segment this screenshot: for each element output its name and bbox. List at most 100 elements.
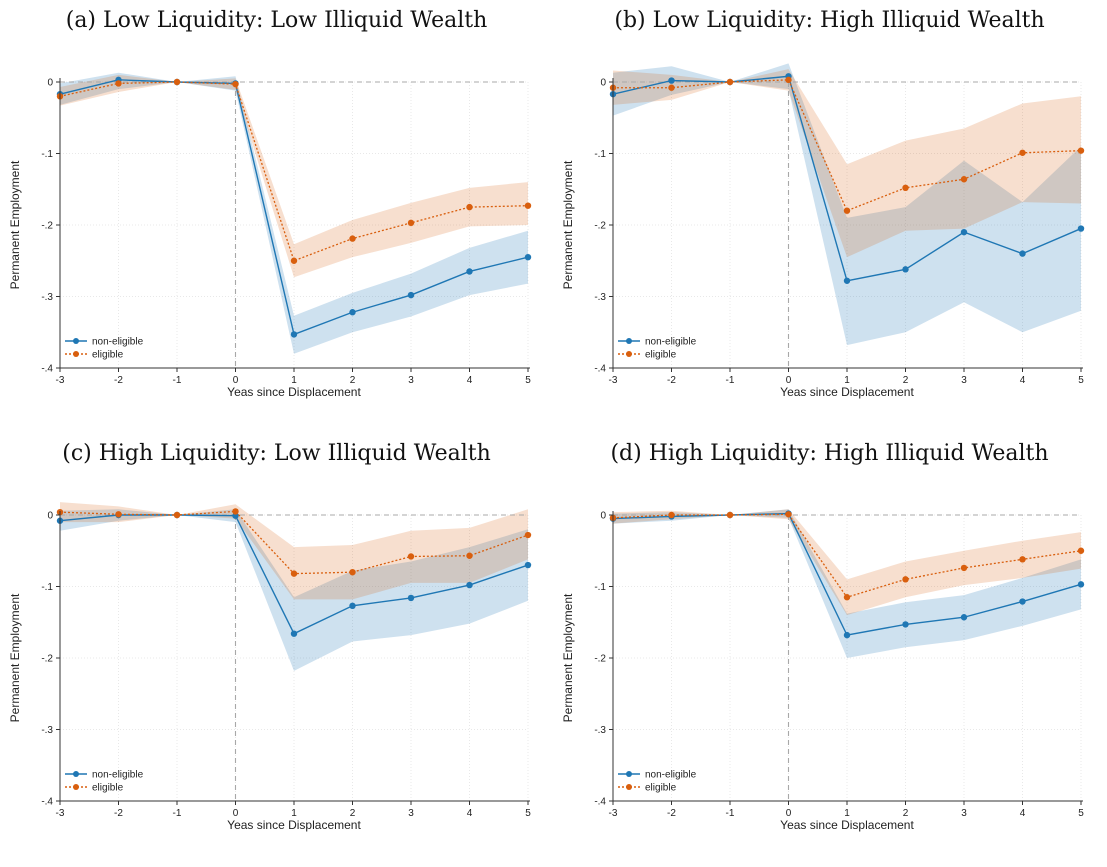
legend-marker: [626, 351, 632, 357]
x-tick-label: 0: [233, 375, 239, 386]
data-point: [668, 511, 675, 519]
data-point: [1077, 225, 1085, 232]
x-tick-label: 5: [1078, 375, 1084, 386]
x-tick-label: 3: [408, 375, 414, 386]
x-tick-label: 5: [525, 375, 531, 386]
x-axis-label: Yeas since Displacement: [227, 818, 361, 832]
x-tick-label: -2: [667, 375, 676, 386]
confidence-band: [60, 502, 528, 600]
legend-label: non-eligible: [92, 770, 144, 781]
y-tick-label: -.3: [594, 725, 606, 736]
data-point: [173, 78, 181, 86]
chart-title: (c) High Liquidity: Low Illiquid Wealth: [62, 441, 491, 466]
data-point: [290, 630, 298, 637]
panel-b: (b) Low Liquidity: High Illiquid Wealth …: [553, 0, 1106, 433]
data-point: [1019, 250, 1026, 257]
data-point: [843, 594, 851, 601]
x-tick-label: -3: [56, 375, 65, 386]
confidence-band: [613, 63, 1081, 346]
panel-d: (d) High Liquidity: High Illiquid Wealth…: [553, 433, 1106, 866]
legend-marker: [626, 771, 632, 777]
x-axis-label: Yeas since Displacement: [780, 385, 914, 399]
x-tick-label: 1: [844, 375, 850, 386]
data-point: [726, 511, 734, 519]
legend-marker: [626, 784, 632, 790]
chart-title: (b) Low Liquidity: High Illiquid Wealth: [614, 8, 1045, 33]
chart-svg: -3 -2 -1 0 1 2 3 4 5 0 -.1 -.2 -.3 -.4 Yeas since Disp…: [561, 63, 1085, 399]
confidence-band: [60, 74, 528, 278]
x-tick-label: -3: [609, 375, 618, 386]
data-point: [466, 203, 473, 211]
y-axis-label: Permanent Employment: [8, 160, 22, 289]
data-point: [1019, 598, 1026, 605]
data-point: [290, 570, 298, 577]
y-tick-label: -.1: [594, 582, 606, 593]
legend-label: non-eligible: [92, 337, 144, 348]
y-tick-label: -.2: [594, 221, 606, 232]
data-point: [349, 602, 356, 610]
x-tick-label: 0: [786, 808, 792, 819]
x-tick-label: 1: [844, 808, 850, 819]
data-point: [1077, 547, 1085, 554]
data-point: [960, 228, 968, 236]
x-tick-label: 0: [233, 808, 239, 819]
chart-svg: -3 -2 -1 0 1 2 3 4 5 0 -.1 -.2 -.3 -.4 Yeas since Disp…: [8, 502, 532, 832]
x-tick-label: 5: [1078, 808, 1084, 819]
y-tick-label: -.3: [41, 292, 53, 303]
chart-title: (a) Low Liquidity: Low Illiquid Wealth: [65, 8, 488, 33]
data-point: [466, 552, 473, 559]
legend-marker: [73, 338, 79, 344]
y-tick-label: -.2: [594, 654, 606, 665]
y-tick-label: -.4: [594, 364, 606, 375]
x-tick-label: -2: [114, 808, 123, 819]
data-point: [843, 631, 851, 639]
data-point: [173, 511, 181, 519]
data-point: [1077, 581, 1085, 588]
data-point: [668, 77, 675, 84]
x-tick-label: 4: [1020, 375, 1026, 386]
y-tick-label: -.1: [41, 149, 53, 160]
data-point: [960, 564, 968, 572]
x-axis-label: Yeas since Displacement: [780, 818, 914, 832]
data-point: [1019, 149, 1026, 156]
data-point: [349, 569, 356, 576]
data-point: [1077, 147, 1085, 154]
data-point: [726, 78, 734, 86]
data-point: [902, 266, 909, 273]
y-tick-label: -.1: [594, 149, 606, 160]
x-tick-label: 2: [903, 375, 909, 386]
y-tick-label: 0: [47, 78, 53, 89]
legend-label: eligible: [645, 783, 677, 794]
data-point: [232, 508, 239, 515]
confidence-band: [613, 509, 1081, 616]
x-tick-label: 4: [1020, 808, 1026, 819]
x-tick-label: 3: [961, 375, 967, 386]
x-tick-label: -1: [726, 375, 735, 386]
legend-marker: [626, 338, 632, 344]
panel-a: (a) Low Liquidity: Low Illiquid Wealth -…: [0, 0, 553, 433]
chart-title: (d) High Liquidity: High Illiquid Wealth: [610, 441, 1049, 466]
x-tick-label: 4: [467, 375, 473, 386]
data-point: [349, 235, 356, 242]
data-point: [902, 576, 909, 583]
x-tick-label: 1: [291, 808, 297, 819]
x-tick-label: -1: [173, 375, 182, 386]
data-point: [524, 561, 532, 569]
x-tick-label: 4: [467, 808, 473, 819]
confidence-band: [60, 509, 528, 671]
x-tick-label: 0: [786, 375, 792, 386]
data-point: [115, 511, 122, 518]
confidence-band: [60, 72, 528, 354]
data-point: [407, 291, 415, 299]
confidence-band: [613, 509, 1081, 658]
data-point: [902, 184, 909, 192]
x-tick-label: -3: [56, 808, 65, 819]
legend-label: eligible: [92, 350, 124, 361]
y-tick-label: 0: [600, 511, 606, 522]
data-point: [843, 207, 851, 214]
data-point: [466, 268, 473, 275]
chart-svg: -3 -2 -1 0 1 2 3 4 5 0 -.1 -.2 -.3 -.4 Yeas since Disp…: [8, 72, 532, 399]
data-point: [524, 253, 532, 261]
x-tick-label: -1: [173, 808, 182, 819]
x-tick-label: 3: [961, 808, 967, 819]
